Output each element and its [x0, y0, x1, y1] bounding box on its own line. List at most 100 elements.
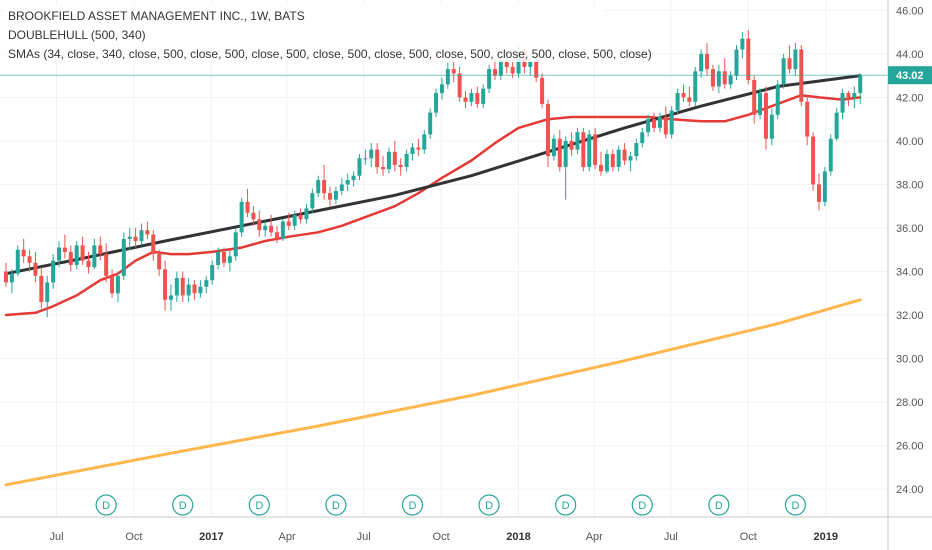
candle	[828, 134, 833, 176]
candle-body	[351, 175, 356, 181]
candle-body	[39, 275, 44, 302]
chart-title: BROOKFIELD ASSET MANAGEMENT INC., 1W, BA…	[8, 9, 305, 23]
candle	[705, 42, 710, 76]
candle-body	[168, 295, 173, 300]
candle	[398, 158, 403, 176]
candle-body	[92, 245, 97, 268]
candle	[339, 177, 344, 196]
candle	[740, 32, 745, 59]
candle-body	[811, 136, 816, 185]
candle	[840, 88, 845, 120]
candle	[139, 223, 144, 246]
candle	[104, 243, 109, 283]
indicator-doublehull: DOUBLEHULL (500, 340)	[8, 28, 146, 42]
dividend-marker: D	[631, 494, 653, 516]
candle	[233, 227, 238, 261]
candle-body	[422, 134, 427, 150]
candle-body	[139, 230, 144, 242]
candle	[27, 249, 32, 272]
y-tick-label: 24.00	[896, 484, 924, 496]
candle-body	[622, 149, 627, 161]
dividend-marker-label: D	[485, 500, 493, 512]
candle	[752, 75, 757, 124]
candle-body	[151, 234, 156, 255]
candle	[722, 58, 727, 89]
candle	[345, 173, 350, 191]
candle-body	[575, 132, 580, 150]
candle-body	[492, 69, 497, 76]
candle-body	[4, 271, 8, 283]
candle-body	[805, 101, 810, 137]
candle-body	[763, 93, 768, 139]
dividend-marker-circle	[325, 494, 347, 516]
candle	[127, 227, 132, 250]
x-tick-label: Jul	[357, 531, 371, 543]
candle	[669, 106, 674, 139]
y-tick-label: 30.00	[896, 354, 924, 366]
candle-body	[828, 138, 833, 172]
candle-body	[563, 140, 568, 168]
candle-body	[457, 73, 462, 98]
candle	[404, 149, 409, 172]
candle-body	[174, 278, 179, 296]
candle-body	[157, 254, 162, 270]
candle	[221, 247, 226, 268]
dividend-marker-circle	[631, 494, 653, 516]
candle	[274, 225, 279, 244]
candle-body	[404, 153, 409, 168]
candle-body	[198, 286, 203, 294]
candle-body	[398, 164, 403, 168]
candle-body	[263, 225, 268, 231]
candle-body	[286, 221, 291, 226]
candle	[434, 88, 439, 117]
dividend-marker-label: D	[102, 500, 110, 512]
candle-body	[581, 132, 586, 168]
candle-body	[510, 66, 515, 74]
candle	[121, 232, 126, 281]
candle-body	[375, 149, 380, 168]
candle-body	[463, 97, 468, 102]
x-tick-label: Oct	[740, 531, 757, 543]
candle-body	[57, 247, 62, 261]
candle-body	[15, 249, 20, 274]
candle	[575, 127, 580, 154]
dividend-marker: D	[248, 494, 270, 516]
indicator-smas: SMAs (34, close, 340, close, 500, close,…	[8, 47, 652, 61]
candle	[15, 245, 20, 276]
candle	[333, 186, 338, 205]
candle	[9, 269, 14, 294]
y-tick-label: 38.00	[896, 179, 924, 191]
candle	[151, 230, 156, 261]
candle-body	[304, 208, 309, 220]
candle-body	[816, 184, 821, 202]
candle	[599, 151, 604, 176]
candle-body	[115, 275, 120, 294]
candle	[251, 206, 256, 226]
candle	[174, 271, 179, 302]
candle	[145, 221, 150, 239]
sma-slow-line	[4, 298, 862, 487]
candle	[640, 127, 645, 148]
candle	[569, 132, 574, 157]
dividend-marker-circle	[784, 494, 807, 516]
candle-body	[298, 214, 303, 220]
current-price-badge-bg	[888, 66, 932, 85]
dividend-marker-label: D	[715, 500, 723, 512]
candle-body	[251, 212, 256, 220]
candle-body	[233, 232, 238, 257]
candle-body	[634, 143, 639, 157]
candles	[4, 29, 863, 318]
candle	[487, 64, 492, 94]
candle	[675, 88, 680, 115]
candle-body	[204, 280, 209, 287]
dividend-marker-circle	[172, 494, 194, 516]
dividend-marker: D	[95, 494, 117, 516]
y-tick-label: 46.00	[896, 5, 924, 17]
dividend-marker-label: D	[562, 500, 570, 512]
candle	[86, 251, 91, 274]
candle-body	[852, 93, 857, 98]
candle-body	[292, 214, 297, 226]
candle-body	[545, 103, 550, 157]
